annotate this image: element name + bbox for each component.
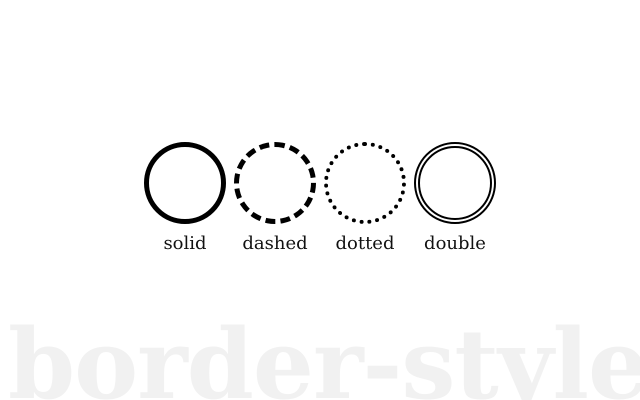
- double-border-circle: [414, 142, 496, 224]
- dashed-border-circle: [234, 142, 316, 224]
- solid-border-example: solid: [140, 142, 230, 255]
- dashed-border-example: dashed: [230, 142, 320, 255]
- border-style-examples: solid dashed dotted double: [140, 142, 500, 262]
- dotted-border-example: dotted: [320, 142, 410, 255]
- solid-border-circle: [144, 142, 226, 224]
- dashed-label: dashed: [242, 233, 308, 254]
- solid-label: solid: [163, 233, 207, 254]
- dotted-border-circle: [324, 142, 406, 224]
- double-border-example: double: [410, 142, 500, 255]
- dotted-label: dotted: [335, 233, 395, 254]
- double-label: double: [424, 233, 486, 254]
- border-style-watermark: border-style: [8, 308, 640, 400]
